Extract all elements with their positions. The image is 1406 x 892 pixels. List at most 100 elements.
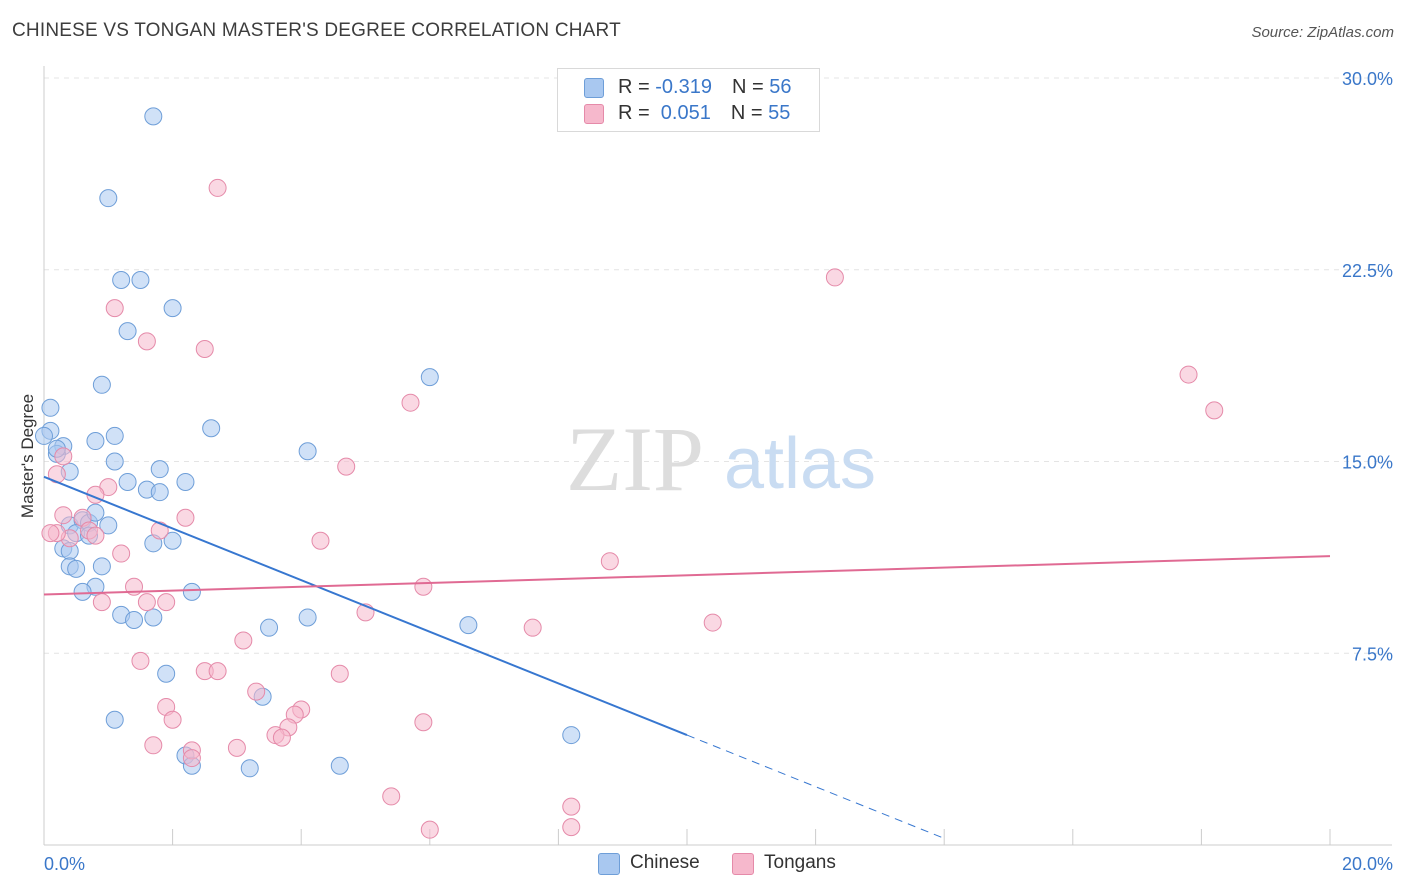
point-tongan bbox=[1179, 365, 1198, 384]
legend-text-chinese: R = -0.319 N = 56 bbox=[618, 76, 791, 99]
point-tongan bbox=[227, 738, 246, 757]
point-chinese bbox=[459, 616, 478, 635]
point-tongan bbox=[208, 662, 227, 681]
point-tongan bbox=[131, 651, 150, 670]
point-tongan bbox=[112, 544, 131, 563]
point-chinese bbox=[240, 759, 259, 778]
x-tick-label-min: 0.0% bbox=[44, 854, 85, 874]
point-chinese bbox=[41, 398, 60, 417]
legend-text-tongans: R = 0.051 N = 55 bbox=[618, 102, 790, 125]
point-tongan bbox=[562, 797, 581, 816]
point-chinese bbox=[35, 426, 53, 445]
point-chinese bbox=[67, 559, 86, 578]
y-axis-label: Master's Degree bbox=[18, 393, 37, 519]
watermark-zip: ZIP bbox=[566, 408, 704, 510]
point-tongan bbox=[562, 818, 581, 837]
point-chinese bbox=[420, 368, 439, 387]
point-chinese bbox=[105, 452, 124, 471]
point-tongan bbox=[41, 524, 60, 543]
point-tongan bbox=[182, 749, 201, 768]
legend-r-label: R = bbox=[618, 76, 656, 98]
point-chinese bbox=[86, 432, 105, 451]
point-chinese bbox=[118, 472, 137, 491]
watermark-atlas: atlas bbox=[724, 424, 876, 504]
source-label: Source: ZipAtlas.com bbox=[1251, 24, 1394, 41]
point-tongan bbox=[414, 713, 433, 732]
legend-r-value: -0.319 bbox=[655, 76, 712, 98]
point-chinese bbox=[150, 483, 169, 502]
legend-swatch-tongans bbox=[584, 104, 604, 124]
point-tongan bbox=[105, 299, 124, 318]
trend-lines bbox=[43, 475, 1331, 839]
point-chinese bbox=[73, 582, 92, 601]
point-chinese bbox=[176, 472, 195, 491]
point-chinese bbox=[125, 611, 144, 630]
legend-swatch-chinese bbox=[584, 78, 604, 98]
point-tongan bbox=[92, 593, 111, 612]
point-tongan bbox=[330, 664, 349, 683]
point-chinese bbox=[298, 608, 317, 627]
tick-labels: 7.5% 15.0% 22.5% 30.0% 0.0% 20.0% bbox=[44, 69, 1393, 874]
watermark: ZIP atlas bbox=[566, 408, 876, 510]
point-tongan bbox=[247, 682, 266, 701]
point-tongan bbox=[1205, 401, 1224, 420]
point-tongan bbox=[163, 710, 182, 729]
point-chinese bbox=[144, 107, 163, 126]
point-tongan bbox=[414, 577, 433, 596]
data-points bbox=[35, 107, 1224, 839]
point-tongan bbox=[420, 820, 439, 839]
point-chinese bbox=[118, 322, 137, 341]
point-tongan bbox=[825, 268, 844, 287]
point-chinese bbox=[112, 270, 131, 289]
point-tongan bbox=[208, 178, 227, 197]
y-tick-label: 7.5% bbox=[1352, 644, 1393, 664]
point-tongan bbox=[401, 393, 420, 412]
legend-r-label: R = bbox=[618, 102, 656, 124]
point-tongan bbox=[137, 332, 156, 351]
legend-n-value: 55 bbox=[768, 102, 791, 124]
point-tongan bbox=[54, 447, 73, 466]
point-tongan bbox=[382, 787, 401, 806]
y-tick-label: 15.0% bbox=[1342, 453, 1393, 473]
point-tongan bbox=[137, 593, 156, 612]
point-tongan bbox=[195, 340, 214, 359]
point-chinese bbox=[92, 375, 111, 394]
point-tongan bbox=[600, 552, 619, 571]
point-tongan bbox=[157, 593, 176, 612]
point-chinese bbox=[105, 710, 124, 729]
point-chinese bbox=[182, 582, 201, 601]
point-tongan bbox=[234, 631, 253, 650]
chart-title: CHINESE VS TONGAN MASTER'S DEGREE CORREL… bbox=[12, 20, 621, 41]
y-tick-label: 22.5% bbox=[1342, 261, 1393, 281]
bottom-legend-label-chinese: Chinese bbox=[630, 852, 700, 873]
x-tick-label-max: 20.0% bbox=[1342, 854, 1393, 874]
bottom-legend-label-tongans: Tongans bbox=[764, 852, 836, 873]
y-tick-label: 30.0% bbox=[1342, 69, 1393, 89]
point-tongan bbox=[523, 618, 542, 637]
point-chinese bbox=[150, 460, 169, 479]
point-chinese bbox=[92, 557, 111, 576]
legend: R = -0.319 N = 56 R = 0.051 N = 55 bbox=[557, 68, 820, 132]
point-chinese bbox=[144, 608, 163, 627]
point-tongan bbox=[86, 526, 105, 545]
point-chinese bbox=[131, 270, 150, 289]
point-chinese bbox=[330, 756, 349, 775]
legend-n-label: N = bbox=[731, 76, 770, 98]
legend-n-label: N = bbox=[730, 102, 769, 124]
point-tongan bbox=[703, 613, 722, 632]
legend-r-value: 0.051 bbox=[655, 102, 711, 124]
point-chinese bbox=[163, 299, 182, 318]
point-chinese bbox=[99, 516, 118, 535]
point-chinese bbox=[99, 189, 118, 208]
point-chinese bbox=[562, 726, 581, 745]
point-tongan bbox=[272, 728, 291, 747]
point-chinese bbox=[202, 419, 221, 438]
point-tongan bbox=[311, 531, 330, 550]
point-chinese bbox=[105, 426, 124, 445]
trend-line-tongans bbox=[43, 555, 1331, 596]
point-tongan bbox=[337, 457, 356, 476]
point-tongan bbox=[144, 736, 163, 755]
point-chinese bbox=[157, 664, 176, 683]
grid-lines bbox=[44, 77, 1392, 654]
